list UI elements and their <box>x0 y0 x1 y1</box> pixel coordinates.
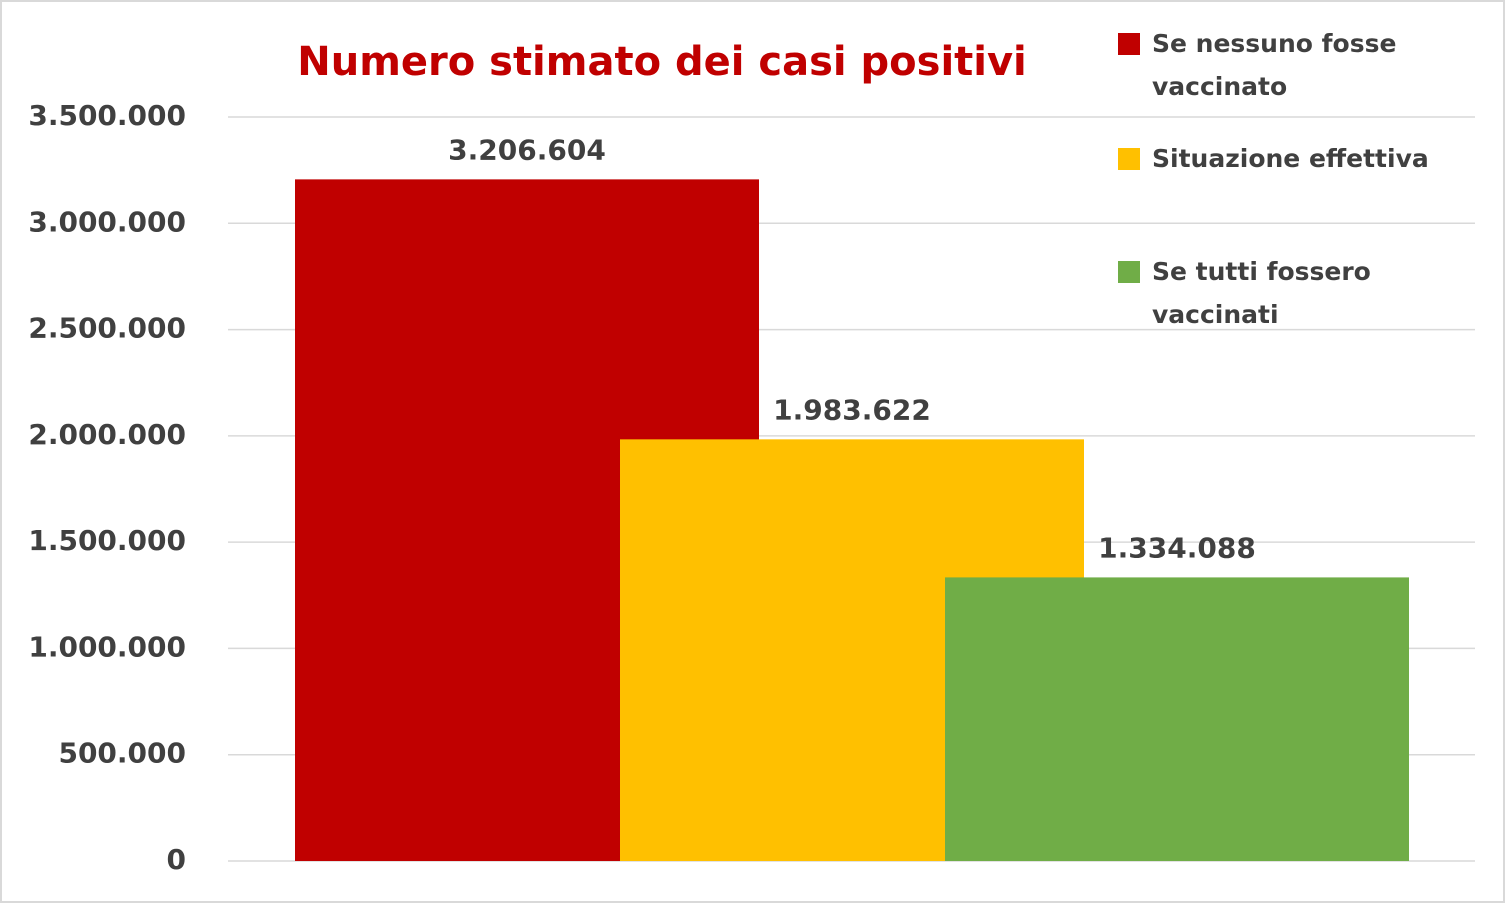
data-label: 1.334.088 <box>1098 531 1256 564</box>
legend-entry: Situazione effettiva <box>1118 137 1503 180</box>
y-tick-label: 3.000.000 <box>28 205 186 238</box>
y-tick-label: 3.500.000 <box>28 99 186 132</box>
y-tick-label: 2.500.000 <box>28 312 186 345</box>
y-tick-label: 1.000.000 <box>28 630 186 663</box>
y-tick-label: 0 <box>167 843 186 876</box>
legend-swatch <box>1118 33 1140 55</box>
y-tick-label: 2.000.000 <box>28 418 186 451</box>
data-label: 1.983.622 <box>773 393 931 426</box>
chart-title: Numero stimato dei casi positivi <box>297 39 1027 85</box>
y-tick-label: 500.000 <box>58 737 186 770</box>
legend-label: Se nessuno fosse vaccinato <box>1152 29 1397 101</box>
legend-entry: Se tutti fossero vaccinati <box>1118 250 1503 336</box>
y-tick-label: 1.500.000 <box>28 524 186 557</box>
legend-label: Situazione effettiva <box>1152 144 1429 173</box>
legend-label: Se tutti fossero vaccinati <box>1152 257 1371 329</box>
bar <box>945 577 1409 861</box>
legend-swatch <box>1118 148 1140 170</box>
legend-entry: Se nessuno fosse vaccinato <box>1118 22 1503 108</box>
legend-swatch <box>1118 261 1140 283</box>
data-label: 3.206.604 <box>448 133 606 166</box>
